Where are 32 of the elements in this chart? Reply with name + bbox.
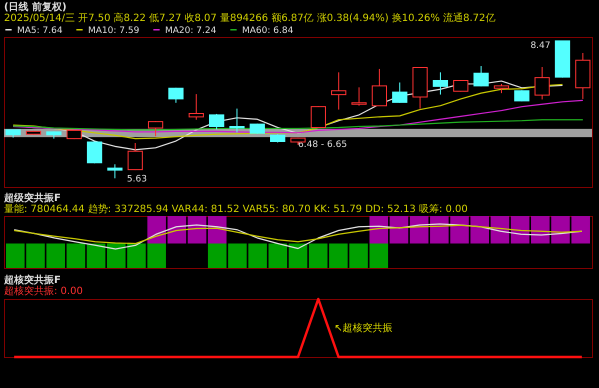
annotation: 8.47 [530, 40, 550, 51]
legend-label: MA10: 7.59 [88, 26, 140, 36]
candlestick [107, 164, 123, 179]
chart-subtitle: 2025/05/14/三 开7.50 高8.22 低7.27 收8.07 量894266 额6.87亿 涨0.38(4.94%) 换10.26% 流通8.72亿 [4, 12, 496, 24]
chart-title: 超核突共振F [3, 274, 61, 286]
candlestick [250, 123, 265, 134]
candlestick [331, 72, 346, 110]
candlestick [86, 141, 102, 164]
chart-subtitle: 量能: 780464.44 趋势: 337285.94 VAR44: 81.52 VAR55: 80.70 KK: 51.79 DD: 52.13 吸筹: 0.00 [4, 203, 468, 215]
annotation: 5.63 [126, 174, 147, 184]
annotation: ↖超核突共振 [334, 322, 393, 334]
candlestick [494, 83, 510, 94]
legend-label: MA60: 6.84 [242, 26, 294, 36]
candlestick [392, 82, 408, 104]
candlestick [351, 86, 367, 106]
candlestick [534, 66, 550, 100]
chart-title: 超级突共振F [3, 192, 61, 204]
candlestick [473, 66, 489, 87]
candlestick [310, 106, 326, 128]
candlestick [208, 113, 224, 130]
chart-title: (日线 前复权) [4, 1, 67, 13]
candlestick [148, 120, 164, 137]
legend-label: MA20: 7.24 [165, 26, 217, 36]
candlestick [128, 142, 143, 171]
candlestick [432, 72, 448, 96]
candlestick [514, 90, 530, 102]
chart-subtitle: 超核突共振: 0.00 [4, 284, 83, 297]
candlestick [229, 108, 245, 133]
candlestick [168, 87, 184, 104]
candlestick [372, 68, 388, 106]
candlestick [188, 94, 204, 120]
legend-label: MA5: 7.64 [17, 26, 63, 36]
